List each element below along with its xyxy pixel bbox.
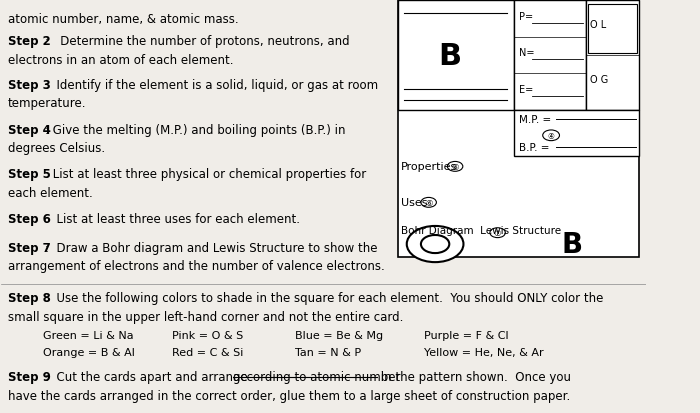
Bar [514, 1, 586, 110]
Text: :  Identify if the element is a solid, liquid, or gas at room: : Identify if the element is a solid, li… [46, 78, 378, 91]
Text: O L: O L [590, 20, 606, 30]
Text: temperature.: temperature. [8, 97, 86, 110]
Text: Red = C & Si: Red = C & Si [172, 347, 244, 357]
Circle shape [542, 131, 559, 141]
Text: :  Use the following colors to shade in the square for each element.  You should: : Use the following colors to shade in t… [46, 292, 603, 304]
Circle shape [421, 198, 436, 208]
Text: Orange = B & Al: Orange = B & Al [43, 347, 135, 357]
Text: ④: ④ [547, 131, 554, 140]
Text: Step 5: Step 5 [8, 168, 50, 181]
Text: N=: N= [519, 48, 534, 58]
Bar [588, 5, 638, 54]
Text: in the pattern shown.  Once you: in the pattern shown. Once you [377, 370, 571, 384]
Bar [398, 1, 514, 110]
Bar [514, 111, 639, 157]
Bar [398, 1, 639, 258]
Text: ⑦: ⑦ [494, 229, 501, 237]
Text: :  Cut the cards apart and arrange: : Cut the cards apart and arrange [46, 370, 252, 384]
Text: E=: E= [519, 84, 533, 94]
Text: Step 9: Step 9 [8, 370, 50, 384]
Text: Step 6: Step 6 [8, 213, 50, 225]
Text: electrons in an atom of each element.: electrons in an atom of each element. [8, 54, 233, 66]
Text: Tan = N & P: Tan = N & P [295, 347, 360, 357]
Text: ⑤: ⑤ [452, 162, 458, 171]
Text: according to atomic number: according to atomic number [233, 370, 401, 384]
Text: : Give the melting (M.P.) and boiling points (B.P.) in: : Give the melting (M.P.) and boiling po… [46, 123, 346, 136]
Text: Yellow = He, Ne, & Ar: Yellow = He, Ne, & Ar [424, 347, 543, 357]
Text: Step 2: Step 2 [8, 35, 50, 48]
Text: small square in the upper left-hand corner and not the entire card.: small square in the upper left-hand corn… [8, 310, 403, 323]
Bar [586, 1, 639, 110]
Text: each element.: each element. [8, 186, 92, 199]
Text: Blue = Be & Mg: Blue = Be & Mg [295, 330, 383, 340]
Text: ⑥: ⑥ [425, 198, 433, 207]
Text: B.P. =: B.P. = [519, 142, 550, 152]
Text: B: B [561, 230, 582, 259]
Circle shape [447, 162, 463, 172]
Text: Uses: Uses [401, 197, 428, 207]
Text: Step 3: Step 3 [8, 78, 50, 91]
Text: Green = Li & Na: Green = Li & Na [43, 330, 134, 340]
Text: arrangement of electrons and the number of valence electrons.: arrangement of electrons and the number … [8, 260, 384, 273]
Text: :  List at least three uses for each element.: : List at least three uses for each elem… [46, 213, 300, 225]
Text: Properties: Properties [401, 161, 457, 172]
Text: M.P. =: M.P. = [519, 115, 551, 125]
Circle shape [490, 228, 505, 238]
Text: Purple = F & Cl: Purple = F & Cl [424, 330, 508, 340]
Text: Step 8: Step 8 [8, 292, 50, 304]
Text: atomic number, name, & atomic mass.: atomic number, name, & atomic mass. [8, 13, 239, 26]
Text: Pink = O & S: Pink = O & S [172, 330, 244, 340]
Text: Step 7: Step 7 [8, 241, 50, 254]
Text: : List at least three physical or chemical properties for: : List at least three physical or chemic… [46, 168, 367, 181]
Text: Step 4: Step 4 [8, 123, 50, 136]
Text: :  Draw a Bohr diagram and Lewis Structure to show the: : Draw a Bohr diagram and Lewis Structur… [46, 241, 378, 254]
Text: Bohr Diagram  Lewis Structure: Bohr Diagram Lewis Structure [401, 226, 561, 236]
Text: P=: P= [519, 12, 533, 21]
Text: B: B [438, 41, 461, 70]
Text: O G: O G [590, 75, 608, 85]
Circle shape [421, 235, 449, 254]
Circle shape [407, 226, 463, 263]
Text: degrees Celsius.: degrees Celsius. [8, 142, 105, 154]
Text: have the cards arranged in the correct order, glue them to a large sheet of cons: have the cards arranged in the correct o… [8, 389, 570, 402]
Text: :   Determine the number of protons, neutrons, and: : Determine the number of protons, neutr… [46, 35, 350, 48]
